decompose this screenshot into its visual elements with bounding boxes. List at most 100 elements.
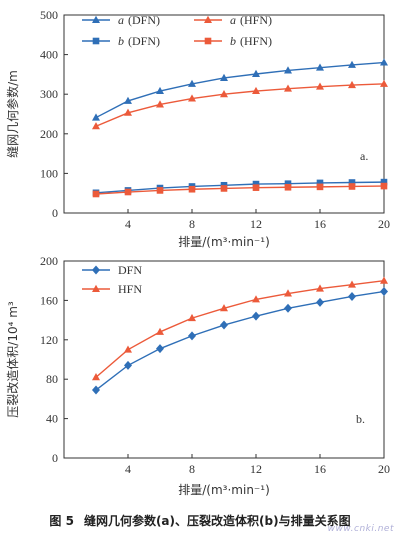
legend-tag: (DFN) xyxy=(128,13,160,27)
data-point-2-6 xyxy=(284,180,292,187)
data-point-2-7 xyxy=(316,179,324,187)
data-point-0-4 xyxy=(220,320,228,330)
data-point-3-1 xyxy=(124,188,132,196)
y-tick-label: 120 xyxy=(40,333,58,347)
legend-label-2: b (DFN) xyxy=(118,34,160,48)
data-point-1-1 xyxy=(124,108,132,116)
data-point-3-0 xyxy=(92,190,100,198)
legend-letter: a xyxy=(230,13,236,27)
data-point-1-8 xyxy=(348,80,356,89)
x-tick-label: 4 xyxy=(125,217,131,231)
panel-label: b. xyxy=(356,412,365,426)
y-tick-label: 160 xyxy=(40,293,58,307)
x-tick-label: 8 xyxy=(189,217,195,231)
data-point-0-3 xyxy=(188,79,196,87)
legend-marker-3 xyxy=(204,37,212,45)
legend-tag: (DFN) xyxy=(128,34,160,48)
legend-label-1: HFN xyxy=(118,282,142,296)
series-line-0 xyxy=(95,61,385,119)
data-point-0-8 xyxy=(348,60,356,68)
data-point-1-7 xyxy=(316,82,324,90)
x-axis-label: 排量/(m³·min⁻¹) xyxy=(178,483,270,497)
data-point-2-9 xyxy=(380,178,388,186)
y-tick-label: 400 xyxy=(40,48,58,62)
data-point-0-4 xyxy=(220,73,228,81)
data-point-1-7 xyxy=(316,284,324,292)
data-point-0-9 xyxy=(380,287,388,297)
x-tick-label: 20 xyxy=(378,462,390,476)
data-point-1-9 xyxy=(380,79,388,87)
data-point-0-1 xyxy=(124,360,132,370)
data-point-3-3 xyxy=(188,185,196,193)
legend-marker-1 xyxy=(92,284,100,292)
legend-marker-1 xyxy=(204,15,212,23)
data-point-3-4 xyxy=(220,185,228,192)
data-point-0-7 xyxy=(316,297,324,307)
data-point-2-5 xyxy=(252,180,260,188)
series-line-1 xyxy=(95,280,385,378)
data-point-0-5 xyxy=(252,311,260,321)
data-point-1-1 xyxy=(124,345,132,353)
series-line-0 xyxy=(95,290,385,391)
x-tick-label: 20 xyxy=(378,217,390,231)
x-tick-label: 16 xyxy=(314,462,326,476)
caption-text: 缝网几何参数(a)、压裂改造体积(b)与排量关系图 xyxy=(83,514,351,528)
data-point-3-9 xyxy=(380,182,388,190)
legend-marker-0 xyxy=(92,265,100,275)
data-point-0-8 xyxy=(348,291,356,301)
legend-tag: (HFN) xyxy=(240,34,272,48)
data-point-1-6 xyxy=(284,84,292,92)
legend-letter: b xyxy=(118,34,124,48)
data-point-0-2 xyxy=(156,344,164,354)
data-point-1-4 xyxy=(220,90,228,98)
y-tick-label: 200 xyxy=(40,254,58,268)
data-point-3-6 xyxy=(284,183,292,191)
y-axis-label: 压裂改造体积/10⁴ m³ xyxy=(6,301,20,418)
legend-label-3: b (HFN) xyxy=(230,34,272,48)
x-tick-label: 4 xyxy=(125,462,131,476)
caption-figure-number: 图 5 xyxy=(49,514,74,528)
data-point-1-3 xyxy=(188,94,196,102)
legend-letter: a xyxy=(118,13,124,27)
data-point-1-6 xyxy=(284,289,292,297)
y-tick-label: 500 xyxy=(40,8,58,22)
data-point-1-0 xyxy=(92,373,100,381)
y-tick-label: 100 xyxy=(40,166,58,180)
data-point-1-2 xyxy=(156,327,164,335)
data-point-1-3 xyxy=(188,313,196,322)
data-point-0-7 xyxy=(316,63,324,71)
panel-label: a. xyxy=(360,149,368,163)
y-tick-label: 80 xyxy=(46,372,58,386)
legend-tag: (HFN) xyxy=(240,13,272,27)
legend-marker-2 xyxy=(92,37,100,45)
x-tick-label: 16 xyxy=(314,217,326,231)
data-point-0-0 xyxy=(92,113,100,121)
data-point-1-8 xyxy=(348,280,356,288)
data-point-1-2 xyxy=(156,100,164,108)
series-line-2 xyxy=(95,181,385,194)
data-point-3-7 xyxy=(316,183,324,191)
y-tick-label: 40 xyxy=(46,412,58,426)
x-tick-label: 12 xyxy=(250,217,262,231)
data-point-0-6 xyxy=(284,303,292,313)
x-axis-label: 排量/(m³·min⁻¹) xyxy=(178,235,270,249)
data-point-3-5 xyxy=(252,184,260,191)
data-point-1-5 xyxy=(252,295,260,303)
y-tick-label: 0 xyxy=(52,451,58,465)
series-line-1 xyxy=(95,83,385,127)
data-point-3-8 xyxy=(348,183,356,190)
data-point-1-4 xyxy=(220,304,228,312)
plot-frame xyxy=(63,260,385,459)
data-point-0-6 xyxy=(284,66,292,74)
data-point-3-2 xyxy=(156,187,164,194)
data-point-0-5 xyxy=(252,69,260,78)
data-point-2-8 xyxy=(348,179,356,186)
plot-frame xyxy=(63,14,385,214)
data-point-1-5 xyxy=(252,86,260,95)
legend-label-0: a (DFN) xyxy=(118,13,160,27)
x-tick-label: 8 xyxy=(189,462,195,476)
chart-b-fracture-volume: 4 8 12 16 2004080120160200排量/(m³·min⁻¹)压裂改造体… xyxy=(6,254,390,497)
data-point-0-2 xyxy=(156,86,164,95)
y-tick-label: 200 xyxy=(40,127,58,141)
